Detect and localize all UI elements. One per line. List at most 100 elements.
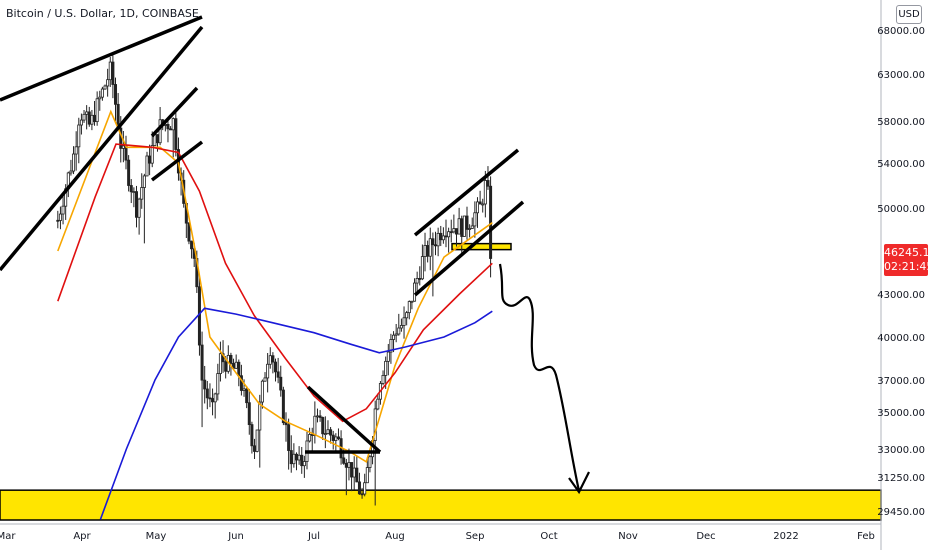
candle <box>381 370 385 386</box>
candle <box>428 227 432 271</box>
candle <box>127 155 131 192</box>
candle <box>423 232 427 272</box>
candle <box>142 173 146 244</box>
moving-average-slow[interactable] <box>99 307 493 520</box>
candle <box>350 462 354 492</box>
candle <box>308 427 312 443</box>
candle <box>129 179 133 204</box>
price-tick-label: 68000.00 <box>877 26 925 37</box>
candle <box>355 455 359 483</box>
candle <box>87 106 91 127</box>
rising-wedge-top-line[interactable] <box>0 15 203 102</box>
chart-title: Bitcoin / U.S. Dollar, 1D, COINBASE <box>6 7 199 20</box>
candle <box>82 110 86 123</box>
price-tick-label: 50000.00 <box>877 204 925 215</box>
candle <box>190 240 194 259</box>
candle <box>111 55 115 99</box>
candle <box>363 473 367 497</box>
candle <box>268 347 272 369</box>
candle <box>226 345 230 374</box>
time-tick-label: May <box>146 531 167 542</box>
price-tick-label: 43000.00 <box>877 290 925 301</box>
support-zone[interactable] <box>0 489 882 521</box>
candle <box>321 416 325 440</box>
candle <box>98 90 102 111</box>
candle <box>452 214 456 234</box>
price-tick-label: 58000.00 <box>877 117 925 128</box>
candle <box>426 240 430 263</box>
candle <box>315 408 319 423</box>
candle <box>468 224 472 238</box>
candle <box>216 363 220 401</box>
candle <box>457 207 461 235</box>
time-tick-label: Jun <box>227 531 244 542</box>
candle <box>281 386 285 426</box>
price-tick-label: 54000.00 <box>877 159 925 170</box>
candle <box>439 225 443 247</box>
channel-bottom-line[interactable] <box>413 200 525 297</box>
candle <box>447 227 451 253</box>
candle <box>234 354 238 369</box>
candle <box>441 227 445 244</box>
candle <box>61 192 65 225</box>
candle <box>462 215 466 237</box>
rising-wedge-bottom-line[interactable] <box>0 25 204 272</box>
resistance-zone[interactable] <box>451 242 512 251</box>
candle <box>386 343 390 376</box>
candle <box>334 433 338 451</box>
candle <box>132 187 136 208</box>
candle <box>289 435 293 473</box>
candle <box>368 454 372 473</box>
time-tick-label: Nov <box>618 531 638 542</box>
candle <box>247 388 251 435</box>
price-axis-labels: 68000.00 63000.00 58000.00 54000.00 50000.00… <box>877 26 925 518</box>
candle <box>279 365 283 397</box>
time-tick-label: Dec <box>696 531 715 542</box>
candle <box>313 401 317 444</box>
triangle-descending-line[interactable] <box>306 385 382 454</box>
candle <box>329 426 333 444</box>
moving-averages <box>57 109 493 520</box>
candle <box>344 458 348 496</box>
candle <box>213 392 217 419</box>
candle <box>103 84 107 90</box>
candle <box>169 126 173 131</box>
candle <box>90 109 94 131</box>
candle <box>300 446 304 474</box>
candle <box>229 352 233 376</box>
candle <box>402 306 406 339</box>
candle <box>318 410 322 422</box>
candle <box>326 420 330 435</box>
candle <box>399 318 403 332</box>
time-tick-label: Aug <box>385 531 405 542</box>
candle <box>475 197 479 228</box>
time-tick-label: Sep <box>466 531 485 542</box>
candle <box>360 487 364 499</box>
candle <box>297 446 301 465</box>
candle <box>140 173 144 209</box>
flag-bottom-line[interactable] <box>150 140 204 182</box>
candle <box>85 105 89 130</box>
candle <box>250 421 254 454</box>
currency-badge[interactable]: USD <box>896 5 922 24</box>
candle <box>473 201 477 238</box>
channel-top-line[interactable] <box>413 148 520 237</box>
candle <box>389 333 393 364</box>
projected-path-arrow[interactable] <box>498 263 581 492</box>
price-tick-label: 35000.00 <box>877 408 925 419</box>
candle <box>331 430 335 450</box>
candle <box>121 130 125 163</box>
time-axis-labels: Mar Apr May Jun Jul Aug Sep Oct Nov Dec 2022 Feb <box>0 531 875 542</box>
moving-average-mid[interactable] <box>57 143 493 423</box>
time-tick-label: Jul <box>307 531 320 542</box>
candle <box>237 359 241 387</box>
candle <box>394 323 398 343</box>
candle <box>365 457 369 484</box>
price-tick-label: 40000.00 <box>877 333 925 344</box>
candle <box>449 219 453 243</box>
candle <box>302 455 306 478</box>
candle <box>271 352 275 374</box>
flag-top-line[interactable] <box>150 86 199 138</box>
